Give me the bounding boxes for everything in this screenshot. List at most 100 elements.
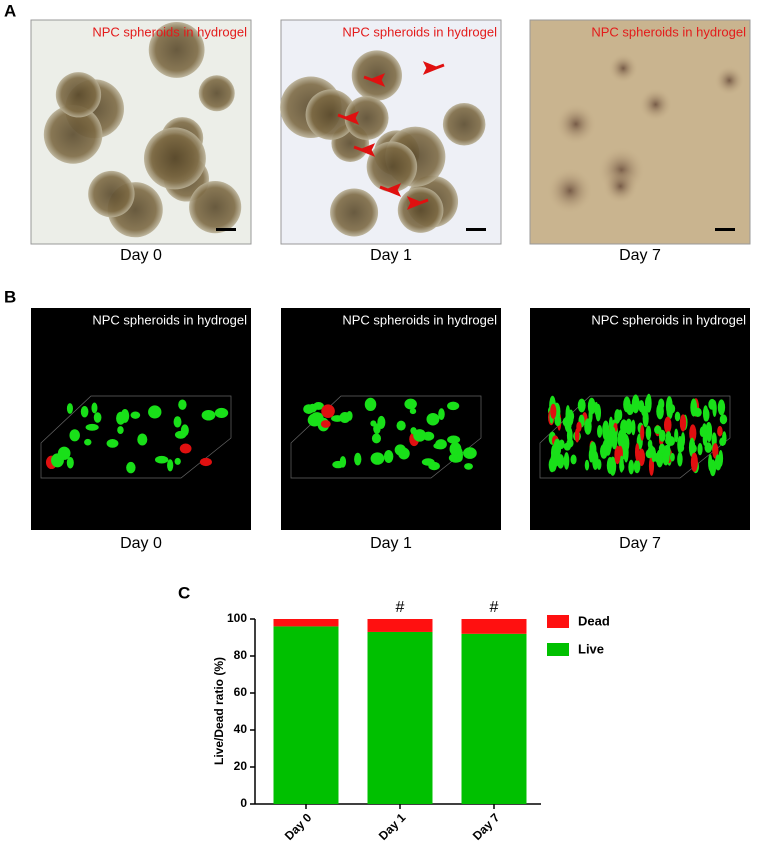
cell-cluster: [383, 450, 394, 463]
rendering: [31, 308, 251, 530]
spheroid: [547, 167, 593, 214]
cell-cluster: [690, 452, 698, 472]
y-tick-label: 0: [240, 796, 247, 810]
bar-segment: [273, 619, 339, 627]
cell-cluster: [658, 443, 666, 454]
cell-cluster: [178, 399, 187, 410]
cell-cluster: [106, 439, 119, 448]
arrow: [379, 183, 402, 197]
y-tick-label: 20: [234, 759, 248, 773]
micrograph: [30, 19, 252, 245]
spheroid: [639, 87, 673, 122]
spheroid: [330, 188, 379, 237]
cell-cluster: [93, 412, 102, 423]
cell-cluster: [550, 403, 557, 419]
cell-cluster: [614, 409, 621, 424]
cell-cluster: [574, 428, 580, 443]
cell-cluster: [456, 447, 463, 462]
cell-cluster: [201, 409, 216, 421]
cell-cluster: [674, 428, 679, 443]
image-caption: Day 1: [370, 247, 412, 264]
box-outline: [40, 395, 232, 479]
cell-cluster: [308, 403, 318, 413]
rendering: [530, 308, 750, 530]
spheroid: [305, 89, 357, 140]
cell-cluster: [719, 414, 728, 425]
cell-cluster: [631, 394, 640, 414]
cell-cluster: [608, 416, 614, 431]
image-overlay: NPC spheroids in hydrogel: [92, 24, 247, 39]
cell-cluster: [566, 427, 573, 445]
cell-cluster: [433, 442, 446, 450]
spheroid: [55, 72, 102, 118]
cell-cluster: [677, 451, 683, 467]
cell-cluster: [645, 393, 652, 413]
cell-cluster: [654, 425, 662, 434]
cell-cluster: [658, 398, 665, 410]
cell-cluster: [321, 404, 335, 418]
x-tick-label: Day 0: [282, 810, 315, 843]
arrow: [337, 111, 360, 125]
micrograph: [280, 19, 502, 245]
spheroid: [714, 65, 745, 96]
cell-cluster: [148, 405, 162, 419]
image-caption: Day 0: [120, 535, 162, 552]
cell-cluster: [180, 424, 189, 437]
cell-cluster: [634, 443, 640, 461]
cell-cluster: [377, 415, 386, 429]
cell-cluster: [398, 447, 410, 460]
image-overlay: NPC spheroids in hydrogel: [342, 312, 497, 327]
cell-cluster: [611, 431, 618, 450]
cell-cluster: [602, 439, 611, 456]
significance-mark: #: [396, 599, 405, 616]
cell-cluster: [628, 459, 635, 475]
cell-cluster: [631, 419, 636, 436]
cell-cluster: [706, 422, 713, 443]
cell-cluster: [339, 456, 347, 468]
panel-label: B: [4, 287, 16, 306]
cell-cluster: [396, 420, 406, 431]
cell-cluster: [371, 433, 382, 444]
cell-cluster: [704, 442, 713, 453]
cell-cluster: [173, 416, 182, 428]
image-caption: Day 1: [370, 535, 412, 552]
panel-label: A: [4, 1, 16, 20]
cell-cluster: [592, 450, 599, 470]
rendering: [281, 308, 501, 530]
cell-cluster: [562, 417, 570, 427]
spheroid: [351, 50, 402, 101]
y-tick-label: 100: [227, 611, 247, 625]
image-overlay: NPC spheroids in hydrogel: [591, 312, 746, 327]
y-tick-label: 40: [234, 722, 248, 736]
spheroid: [88, 170, 135, 218]
image-bg: [31, 308, 251, 530]
image-bg: [530, 308, 750, 530]
cell-cluster: [85, 423, 99, 431]
box-outline: [539, 395, 731, 479]
spheroid: [148, 22, 205, 78]
cell-cluster: [623, 442, 629, 463]
cell-cluster: [697, 443, 703, 456]
cell-cluster: [130, 411, 141, 419]
cell-cluster: [708, 454, 713, 472]
arrow: [422, 61, 445, 75]
image-overlay: NPC spheroids in hydrogel: [92, 312, 247, 327]
spheroid: [43, 105, 103, 164]
cell-cluster: [463, 447, 477, 459]
cell-cluster: [354, 452, 362, 466]
legend-swatch: [547, 643, 569, 656]
cell-cluster: [464, 463, 473, 470]
cell-cluster: [669, 452, 675, 462]
cell-cluster: [717, 425, 723, 437]
cell-cluster: [570, 454, 577, 465]
cell-cluster: [584, 459, 590, 471]
cell-cluster: [447, 435, 461, 444]
bar-segment: [367, 619, 433, 632]
legend-label: Dead: [578, 613, 610, 628]
legend-swatch: [547, 615, 569, 628]
cell-cluster: [167, 459, 174, 472]
scale-bar: [216, 228, 236, 231]
box-outline: [290, 395, 482, 479]
cell-cluster: [80, 405, 89, 418]
cell-cluster: [553, 438, 562, 458]
